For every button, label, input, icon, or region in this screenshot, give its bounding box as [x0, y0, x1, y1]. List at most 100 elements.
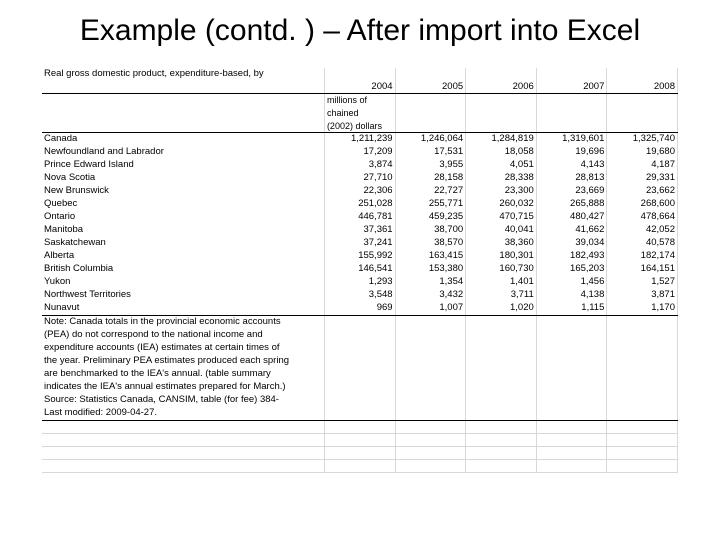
note-line: Last modified: 2009-04-27.	[42, 407, 324, 420]
value: 446,781	[324, 211, 395, 224]
row-label: Nova Scotia	[42, 172, 324, 185]
value: 1,284,819	[466, 133, 537, 146]
value: 17,531	[395, 146, 466, 159]
value: 40,578	[607, 237, 678, 250]
value: 1,115	[536, 302, 607, 315]
value: 3,711	[466, 289, 537, 302]
value: 160,730	[466, 263, 537, 276]
cell	[466, 107, 537, 120]
value: 255,771	[395, 198, 466, 211]
cell	[536, 394, 607, 407]
cell	[395, 68, 466, 81]
note-line: the year. Preliminary PEA estimates prod…	[42, 355, 324, 368]
value: 28,338	[466, 172, 537, 185]
value: 4,051	[466, 159, 537, 172]
year-header-2: 2006	[466, 81, 537, 94]
cell	[536, 407, 607, 420]
value: 3,955	[395, 159, 466, 172]
value: 478,664	[607, 211, 678, 224]
value: 38,570	[395, 237, 466, 250]
cell	[395, 329, 466, 342]
row-label: Saskatchewan	[42, 237, 324, 250]
row-label: Alberta	[42, 250, 324, 263]
value: 1,246,064	[395, 133, 466, 146]
cell	[42, 446, 324, 459]
value: 4,138	[536, 289, 607, 302]
cell	[324, 381, 395, 394]
value: 23,300	[466, 185, 537, 198]
value: 480,427	[536, 211, 607, 224]
note-line: (PEA) do not correspond to the national …	[42, 329, 324, 342]
value: 28,813	[536, 172, 607, 185]
cell	[395, 394, 466, 407]
value: 40,041	[466, 224, 537, 237]
cell	[324, 446, 395, 459]
cell	[395, 381, 466, 394]
cell	[607, 94, 678, 107]
year-header-0: 2004	[324, 81, 395, 94]
cell	[42, 433, 324, 446]
value: 3,874	[324, 159, 395, 172]
value: 22,306	[324, 185, 395, 198]
value: 969	[324, 302, 395, 315]
value: 38,360	[466, 237, 537, 250]
cell	[607, 342, 678, 355]
cell	[466, 120, 537, 133]
row-label: Nunavut	[42, 302, 324, 315]
cell	[395, 107, 466, 120]
value: 163,415	[395, 250, 466, 263]
note-line: Source: Statistics Canada, CANSIM, table…	[42, 394, 324, 407]
cell	[395, 94, 466, 107]
value: 37,241	[324, 237, 395, 250]
value: 155,992	[324, 250, 395, 263]
unit-line: chained	[324, 107, 395, 120]
value: 18,058	[466, 146, 537, 159]
value: 153,380	[395, 263, 466, 276]
value: 39,034	[536, 237, 607, 250]
cell	[466, 381, 537, 394]
cell	[607, 315, 678, 328]
value: 268,600	[607, 198, 678, 211]
value: 3,432	[395, 289, 466, 302]
cell	[607, 459, 678, 472]
value: 41,662	[536, 224, 607, 237]
row-label: Ontario	[42, 211, 324, 224]
cell	[395, 315, 466, 328]
cell	[42, 420, 324, 433]
cell	[395, 420, 466, 433]
value: 17,209	[324, 146, 395, 159]
cell	[395, 368, 466, 381]
cell	[607, 368, 678, 381]
value: 165,203	[536, 263, 607, 276]
cell	[536, 94, 607, 107]
value: 182,174	[607, 250, 678, 263]
value: 260,032	[466, 198, 537, 211]
cell	[42, 81, 324, 94]
cell	[607, 446, 678, 459]
cell	[536, 68, 607, 81]
cell	[42, 107, 324, 120]
value: 180,301	[466, 250, 537, 263]
cell	[536, 381, 607, 394]
note-line: are benchmarked to the IEA's annual. (ta…	[42, 368, 324, 381]
value: 1,170	[607, 302, 678, 315]
value: 27,710	[324, 172, 395, 185]
value: 251,028	[324, 198, 395, 211]
row-label: British Columbia	[42, 263, 324, 276]
value: 29,331	[607, 172, 678, 185]
cell	[607, 420, 678, 433]
cell	[324, 355, 395, 368]
cell	[42, 120, 324, 133]
row-label: Prince Edward Island	[42, 159, 324, 172]
cell	[607, 120, 678, 133]
value: 1,325,740	[607, 133, 678, 146]
cell	[536, 342, 607, 355]
table-header-label: Real gross domestic product, expenditure…	[42, 68, 324, 81]
cell	[466, 368, 537, 381]
value: 1,020	[466, 302, 537, 315]
row-label: New Brunswick	[42, 185, 324, 198]
note-line: expenditure accounts (IEA) estimates at …	[42, 342, 324, 355]
cell	[466, 329, 537, 342]
value: 4,143	[536, 159, 607, 172]
value: 1,319,601	[536, 133, 607, 146]
